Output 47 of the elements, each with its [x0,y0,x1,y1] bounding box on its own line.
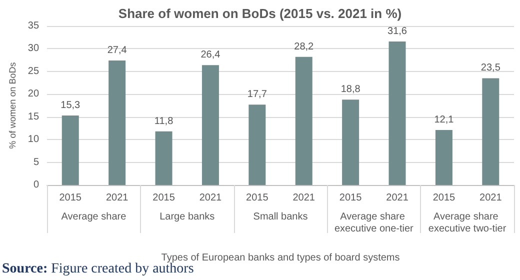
source-note: Source: Figure created by authors [2,262,194,276]
y-tick-label: 30 [28,43,40,54]
data-label: 23,5 [480,62,501,74]
x-tick-label: Average share executive one-tier [334,212,414,234]
text: 2021 [292,192,315,204]
bar [108,60,126,185]
data-label: 11,8 [154,116,174,127]
data-label: 15,3 [60,100,81,111]
data-label: 12,1 [434,114,454,126]
x-axis-title: Types of European banks and types of board systems [161,252,400,264]
data-label: 27,4 [107,45,128,56]
text: 2015 [432,192,456,204]
x-tick-label: Large banks [160,212,215,222]
text: 2015 [339,192,362,204]
data-label: 28,2 [294,41,314,52]
y-tick-label: 35 [28,20,40,32]
y-tick-label: 15 [28,111,40,122]
bar [342,100,360,185]
y-tick-label: 10 [28,134,40,146]
text: 2015 [246,192,268,204]
data-label: 17,7 [247,89,268,100]
y-tick-label: 5 [33,156,40,168]
data-label: 26,4 [200,50,221,61]
bar [388,41,406,185]
text: 2021 [199,192,222,204]
x-tick-label: Average share [61,212,127,222]
x-tick-label: Average share executive two-tier [428,212,507,234]
data-label: 31,6 [388,26,408,37]
y-tick-label: 0 [33,180,40,190]
bar [295,56,312,185]
text: 2021 [386,192,408,204]
bar [435,130,452,185]
x-tick-label: Small banks [253,212,308,222]
bar [482,78,500,185]
bar [248,104,266,185]
bar [202,65,219,185]
series-label: 2021 [106,192,129,204]
text: 2015 [152,192,175,204]
y-axis-title: % of women on BoDs [8,62,18,149]
chart-title: Share of women on BoDs (2015 vs. 2021 in %) [118,6,402,21]
bar [155,131,172,185]
y-tick-label: 20 [28,88,40,100]
series-label: 2015 [59,192,82,204]
bar [62,115,79,185]
data-label: 18,8 [340,84,361,96]
y-tick-label: 25 [28,66,40,77]
text: 2021 [480,192,502,204]
